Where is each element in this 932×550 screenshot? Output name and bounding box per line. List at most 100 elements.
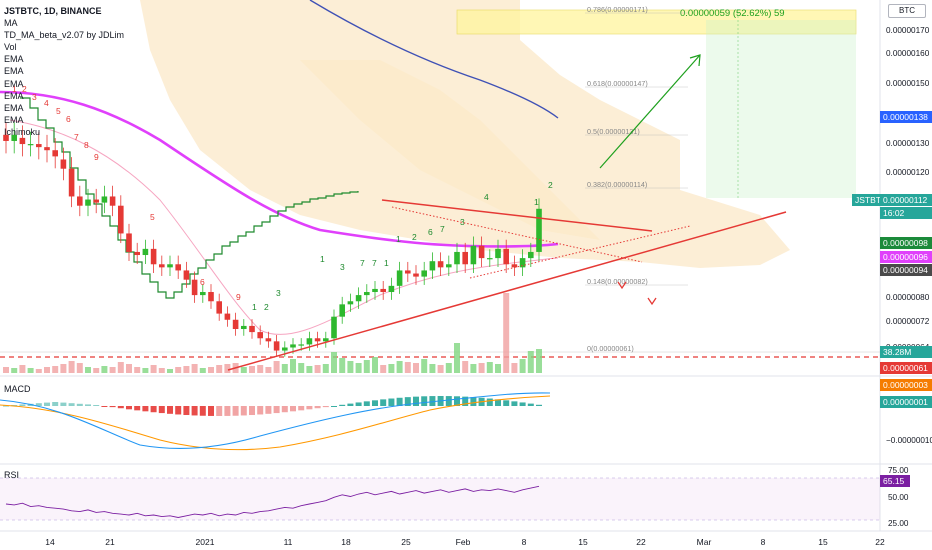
macd-histogram-bar — [363, 401, 370, 406]
volume-bar — [101, 366, 108, 373]
currency-label[interactable]: BTC — [888, 4, 926, 18]
candle-body — [446, 264, 452, 268]
legend-ichimoku[interactable]: Ichimoku — [4, 126, 41, 137]
macd-histogram-bar — [454, 396, 460, 406]
volume-bar — [142, 368, 149, 373]
rsi-label[interactable]: RSI — [4, 470, 20, 480]
macd-label[interactable]: MACD — [4, 384, 31, 394]
macd-histogram-bar — [429, 396, 436, 406]
price-range-measure[interactable]: 0.00000059 (52.62%) 59 — [456, 8, 857, 198]
td-count: 4 — [44, 98, 49, 108]
volume-bar — [314, 365, 321, 373]
symbol-title[interactable]: JSTBTC, 1D, BINANCE — [4, 6, 102, 16]
macd-histogram-bar — [76, 403, 83, 406]
fib-label: 0.618(0.00000147) — [587, 79, 648, 88]
td-count: 5 — [150, 212, 155, 222]
volume-bar — [445, 363, 452, 373]
macd-histogram-bar — [167, 406, 173, 414]
volume-bar — [68, 361, 75, 373]
candle-body — [232, 319, 239, 330]
candle-body — [298, 344, 304, 346]
candle-body — [282, 347, 288, 351]
price-tick-label: 0.00000120 — [886, 168, 930, 177]
projection-arrowhead — [689, 54, 701, 67]
candlesticks[interactable] — [3, 122, 542, 357]
volume-bar — [486, 362, 493, 373]
macd-histogram-bar — [150, 406, 157, 413]
legend-ema-4[interactable]: EMA — [4, 90, 24, 101]
time-tick-label: 8 — [522, 537, 527, 547]
candle-body — [421, 270, 427, 277]
macd-histogram-bar — [503, 400, 510, 406]
candle-body — [216, 301, 222, 314]
down-arrow-icon — [647, 297, 657, 306]
volume-bar — [257, 365, 264, 373]
volume-bar — [265, 367, 272, 373]
volume-bar — [363, 360, 370, 373]
legend-ema-3[interactable]: EMA — [4, 78, 24, 89]
td-count: 3 — [340, 262, 345, 272]
volume-bar — [380, 365, 387, 373]
fib-label: 0.382(0.00000114) — [587, 180, 647, 189]
volume-bar — [109, 367, 116, 373]
time-tick-label: Mar — [697, 537, 712, 547]
candle-body — [536, 208, 542, 252]
legend-vol[interactable]: Vol — [4, 42, 17, 53]
candle-body — [118, 205, 124, 234]
legend-ema-2[interactable]: EMA — [4, 66, 24, 77]
fib-label: 0.148(0.00000082) — [587, 277, 648, 286]
candle-body — [52, 150, 58, 157]
volume-bar — [167, 369, 173, 373]
legend-td-ma[interactable]: TD_MA_beta_v2.07 by JDLim — [4, 30, 125, 41]
macd-histogram-bar — [109, 406, 116, 408]
rsi-pane[interactable] — [0, 477, 880, 521]
volume-bar — [495, 364, 501, 373]
macd-histogram-bar — [117, 406, 124, 409]
time-tick-label: 22 — [636, 537, 646, 547]
time-tick-label: 25 — [401, 537, 411, 547]
volume-bar — [339, 358, 346, 373]
price-tick-label: 0.00000160 — [886, 49, 930, 58]
td-count: 1 — [320, 254, 325, 264]
legend-ema-1[interactable]: EMA — [4, 54, 24, 65]
macd-histogram-bar — [314, 406, 321, 409]
td-count: 3 — [460, 217, 465, 227]
td-count: 8 — [84, 140, 89, 150]
price-badge: 0.00000094 — [880, 264, 932, 276]
legend-ma[interactable]: MA — [4, 18, 18, 29]
macd-histogram-bar — [347, 403, 354, 406]
macd-pane[interactable] — [0, 392, 551, 451]
volume-bar — [437, 365, 444, 373]
fibonacci-retracement[interactable]: 0.786(0.00000171) 0.618(0.00000147) 0.5(0.… — [0, 5, 880, 358]
macd-histogram-bar — [44, 402, 50, 406]
legend-ema-6[interactable]: EMA — [4, 114, 24, 125]
candle-body — [241, 325, 247, 330]
volume-bar — [85, 367, 91, 373]
candle-body — [19, 137, 26, 145]
volume-bar — [281, 364, 288, 373]
td-count: 3 — [276, 288, 281, 298]
fib-label: 0(0.00000061) — [587, 344, 634, 353]
td-count: 6 — [200, 277, 205, 287]
volume-bar — [306, 366, 313, 373]
td-count: 7 — [372, 258, 377, 268]
macd-histogram-bar — [126, 406, 132, 410]
macd-histogram-bar — [232, 406, 239, 416]
price-tick-label: 0.00000080 — [886, 293, 930, 302]
volume-bar — [216, 365, 223, 373]
td-count: 2 — [22, 84, 27, 94]
macd-histogram-bar — [519, 402, 526, 406]
volume-bar — [347, 361, 354, 373]
td-count: 6 — [428, 227, 433, 237]
candle-body — [208, 292, 214, 302]
candle-body — [93, 199, 99, 203]
trendline-drawings[interactable] — [227, 54, 787, 371]
descending-trendline — [381, 199, 653, 232]
volume-bar — [503, 293, 510, 373]
time-tick-label: 21 — [105, 537, 115, 547]
time-tick-label: 8 — [761, 537, 766, 547]
legend-ema-5[interactable]: EMA — [4, 102, 24, 113]
